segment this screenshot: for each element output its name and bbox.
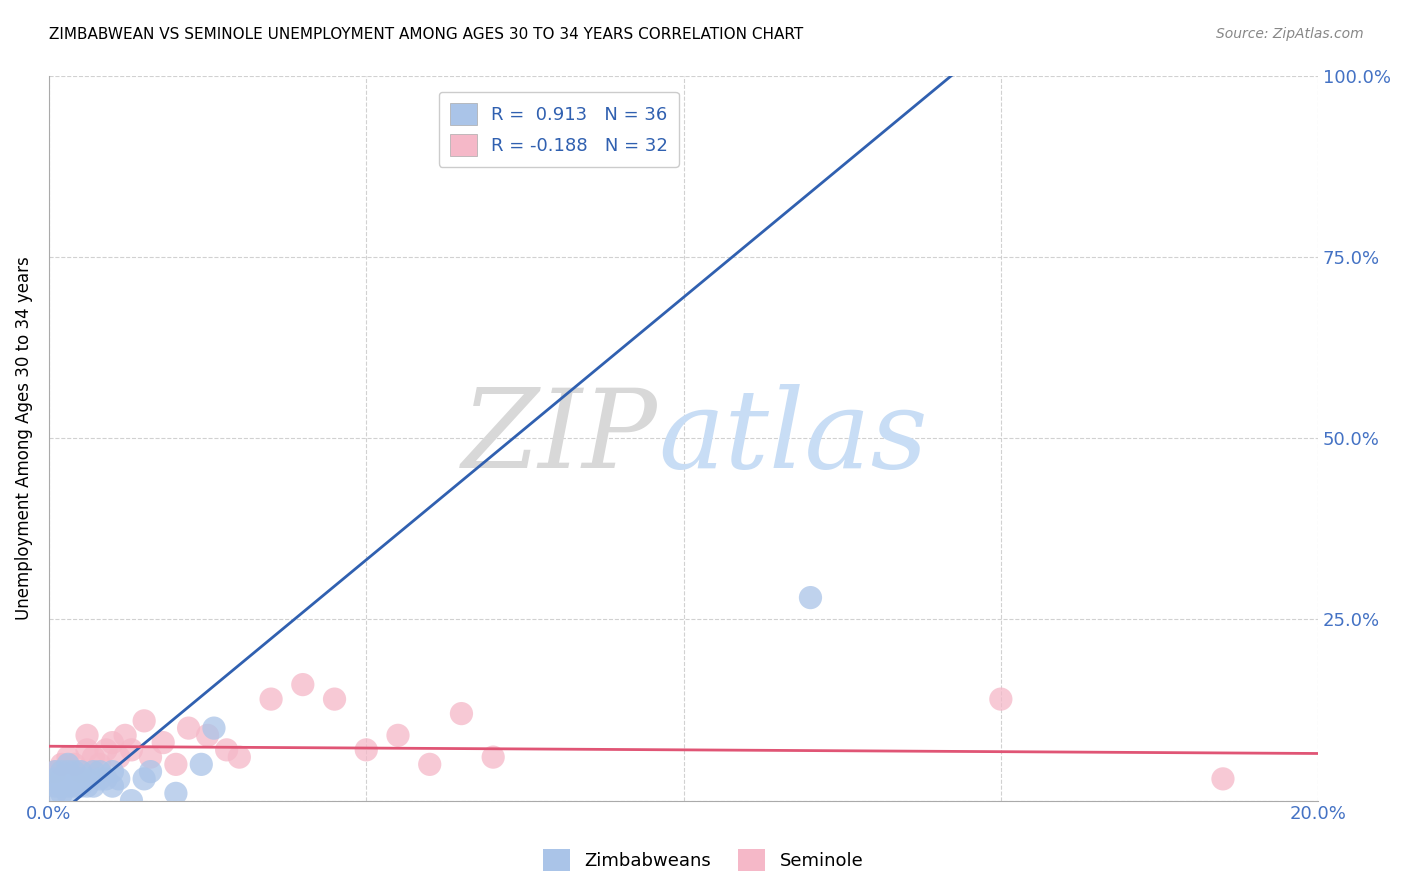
Point	[44, 764, 66, 779]
Point	[56, 779, 79, 793]
Point	[139, 764, 162, 779]
Point	[51, 779, 73, 793]
Text: Source: ZipAtlas.com: Source: ZipAtlas.com	[1216, 27, 1364, 41]
Point	[56, 772, 79, 786]
Point	[101, 779, 124, 793]
Legend: R =  0.913   N = 36, R = -0.188   N = 32: R = 0.913 N = 36, R = -0.188 N = 32	[439, 92, 679, 167]
Point	[291, 677, 314, 691]
Point	[152, 736, 174, 750]
Point	[177, 721, 200, 735]
Point	[89, 764, 111, 779]
Point	[51, 772, 73, 786]
Point	[69, 764, 91, 779]
Legend: Zimbabweans, Seminole: Zimbabweans, Seminole	[536, 842, 870, 879]
Point	[197, 728, 219, 742]
Point	[101, 736, 124, 750]
Point	[69, 772, 91, 786]
Point	[89, 772, 111, 786]
Point	[89, 757, 111, 772]
Point	[63, 779, 86, 793]
Point	[76, 779, 98, 793]
Point	[44, 764, 66, 779]
Point	[76, 728, 98, 742]
Text: ZIMBABWEAN VS SEMINOLE UNEMPLOYMENT AMONG AGES 30 TO 34 YEARS CORRELATION CHART: ZIMBABWEAN VS SEMINOLE UNEMPLOYMENT AMON…	[49, 27, 803, 42]
Point	[44, 772, 66, 786]
Point	[76, 772, 98, 786]
Point	[51, 757, 73, 772]
Point	[63, 772, 86, 786]
Point	[69, 764, 91, 779]
Point	[63, 757, 86, 772]
Point	[94, 772, 117, 786]
Point	[990, 692, 1012, 706]
Point	[51, 786, 73, 800]
Point	[107, 772, 129, 786]
Point	[139, 750, 162, 764]
Point	[82, 779, 104, 793]
Text: ZIP: ZIP	[463, 384, 658, 491]
Point	[121, 794, 143, 808]
Point	[482, 750, 505, 764]
Point	[107, 750, 129, 764]
Point	[56, 750, 79, 764]
Point	[51, 764, 73, 779]
Point	[165, 786, 187, 800]
Point	[82, 750, 104, 764]
Point	[419, 757, 441, 772]
Point	[56, 757, 79, 772]
Point	[94, 743, 117, 757]
Point	[134, 772, 156, 786]
Point	[202, 721, 225, 735]
Point	[799, 591, 821, 605]
Point	[323, 692, 346, 706]
Point	[228, 750, 250, 764]
Point	[450, 706, 472, 721]
Y-axis label: Unemployment Among Ages 30 to 34 years: Unemployment Among Ages 30 to 34 years	[15, 256, 32, 620]
Point	[134, 714, 156, 728]
Point	[190, 757, 212, 772]
Point	[121, 743, 143, 757]
Point	[114, 728, 136, 742]
Text: atlas: atlas	[658, 384, 928, 491]
Point	[56, 786, 79, 800]
Point	[101, 764, 124, 779]
Point	[260, 692, 283, 706]
Point	[215, 743, 238, 757]
Point	[387, 728, 409, 742]
Point	[56, 764, 79, 779]
Point	[82, 764, 104, 779]
Point	[63, 764, 86, 779]
Point	[165, 757, 187, 772]
Point	[44, 779, 66, 793]
Point	[1212, 772, 1234, 786]
Point	[69, 779, 91, 793]
Point	[44, 786, 66, 800]
Point	[356, 743, 378, 757]
Point	[76, 743, 98, 757]
